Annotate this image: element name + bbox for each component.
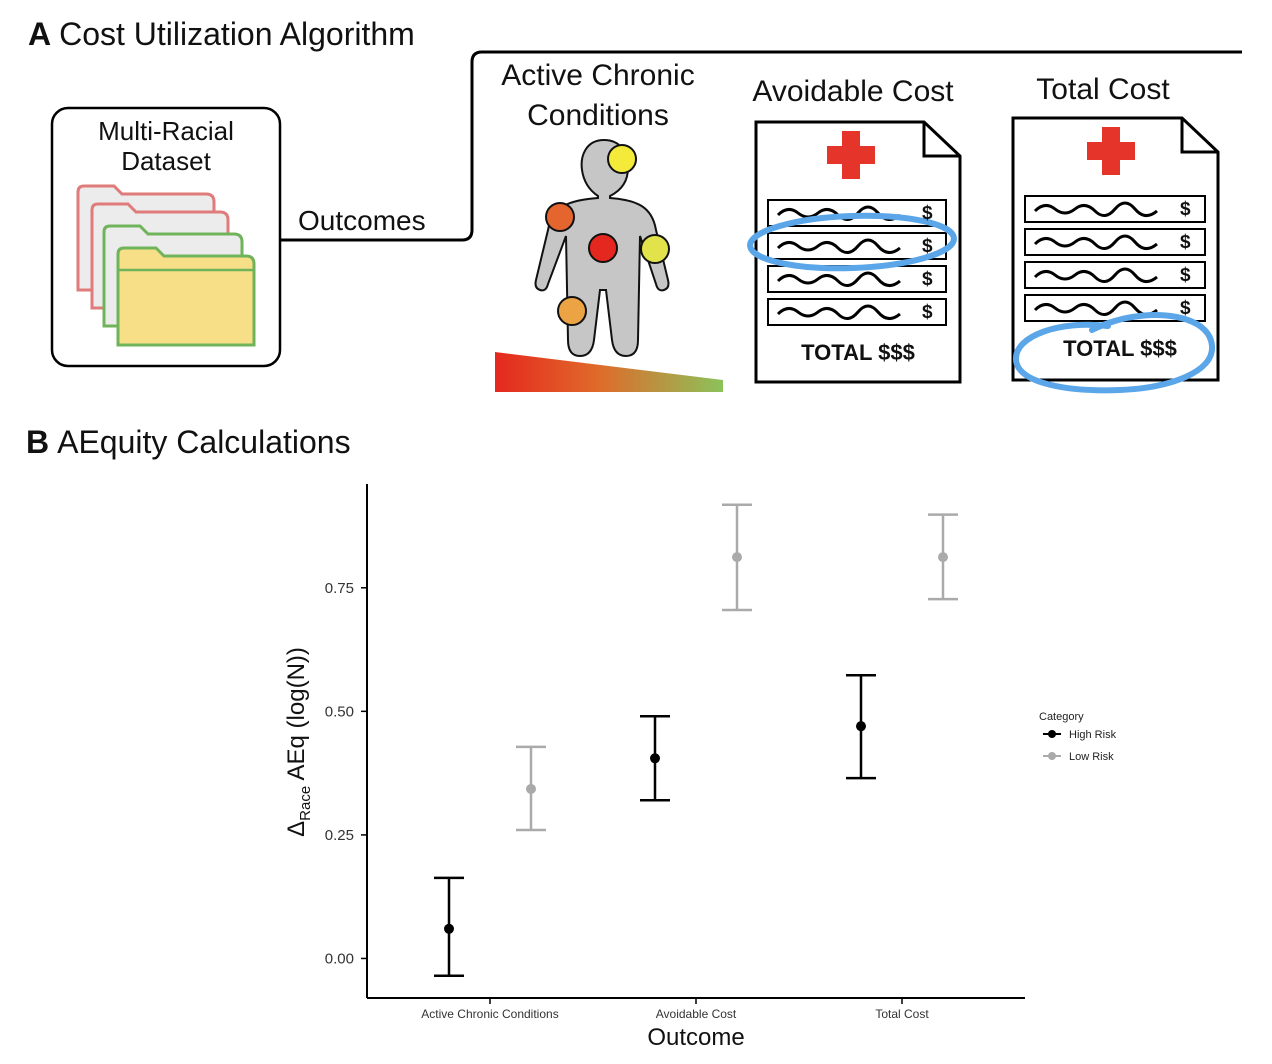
bill-avoidable-icon: [747, 120, 962, 384]
dataset-label-line1: Multi-Racial: [98, 116, 234, 146]
human-figure-icon: [534, 138, 670, 358]
condition-dot-lime: [640, 234, 670, 264]
highlight-circle-avoidable: [747, 212, 957, 272]
panel-b-letter: B: [26, 424, 50, 460]
highlight-circle-total: [1013, 312, 1215, 394]
y-tick-label: 0.00: [325, 950, 354, 967]
panel-a-letter: A: [28, 16, 52, 52]
y-axis-title-sub: Race: [297, 786, 314, 821]
low-risk-point: [526, 783, 536, 794]
bill2-total: TOTAL $$$: [1063, 336, 1177, 361]
outcomes-arrow-label: Outcomes: [298, 205, 426, 236]
bill1-dollar-2: $: [922, 236, 933, 257]
bill1-dollar-1: $: [922, 203, 933, 224]
folder-stack-icon: [76, 184, 256, 347]
bill2-dollar-2: $: [1180, 232, 1191, 253]
y-tick-label: 0.25: [325, 827, 354, 844]
x-tick-label: Avoidable Cost: [656, 1007, 737, 1021]
high-risk-point: [650, 753, 660, 764]
connector-line: [280, 50, 1242, 242]
bill1-dollar-4: $: [922, 302, 933, 323]
outcome-total-cost-label: Total Cost: [1036, 73, 1170, 106]
high-risk-point: [444, 923, 454, 934]
x-tick-label: Total Cost: [875, 1007, 929, 1021]
legend: Category High Risk Low Risk: [1039, 711, 1117, 763]
condition-dot-red: [588, 233, 618, 263]
condition-dot-amber: [557, 296, 587, 326]
panel-a-graphic: [50, 50, 1242, 394]
bill2-dollar-4: $: [1180, 298, 1191, 319]
dataset-label-line2: Dataset: [121, 146, 211, 176]
outcome-active-chronic-line2: Conditions: [527, 99, 669, 132]
y-axis-title-delta: Δ: [283, 821, 310, 837]
bill2-dollar-3: $: [1180, 265, 1191, 286]
x-tick-label: Active Chronic Conditions: [421, 1007, 558, 1021]
condition-dot-yellow: [607, 144, 637, 174]
panel-a-title: A Cost Utilization Algorithm: [28, 16, 415, 53]
panel-b-title: B AEquity Calculations: [26, 424, 351, 461]
outcome-active-chronic-line1: Active Chronic: [501, 59, 695, 92]
bill-total-icon: [1011, 116, 1220, 394]
low-risk-point: [938, 552, 948, 563]
y-axis-title: ΔRace AEq (log(N)): [283, 647, 314, 837]
y-tick-label: 0.50: [325, 703, 354, 720]
legend-title: Category: [1039, 711, 1084, 723]
legend-high-risk-label: High Risk: [1069, 729, 1117, 741]
outcome-active-chronic-label: Active Chronic Conditions: [470, 56, 726, 136]
legend-high-risk-marker: [1048, 730, 1056, 738]
y-tick-label: 0.75: [325, 580, 354, 597]
bill1-dollar-3: $: [922, 269, 933, 290]
x-axis-title: Outcome: [647, 1024, 744, 1051]
bill1-total: TOTAL $$$: [801, 340, 915, 365]
panel-b-title-text: AEquity Calculations: [57, 424, 351, 460]
condition-dot-orange: [545, 202, 575, 232]
low-risk-point: [732, 552, 742, 563]
outcome-avoidable-cost-label: Avoidable Cost: [752, 75, 954, 108]
y-axis-title-main: AEq (log(N)): [283, 647, 310, 786]
legend-low-risk-marker: [1048, 752, 1056, 760]
aequity-chart: 0.00 0.25 0.50 0.75 Active Chronic Conditio…: [283, 484, 1117, 1051]
panel-a-title-text: Cost Utilization Algorithm: [59, 16, 415, 52]
legend-low-risk-label: Low Risk: [1069, 751, 1114, 763]
bill2-dollar-1: $: [1180, 199, 1191, 220]
severity-gradient-wedge: [495, 352, 723, 392]
dataset-label: Multi-Racial Dataset: [52, 116, 280, 176]
high-risk-point: [856, 721, 866, 732]
